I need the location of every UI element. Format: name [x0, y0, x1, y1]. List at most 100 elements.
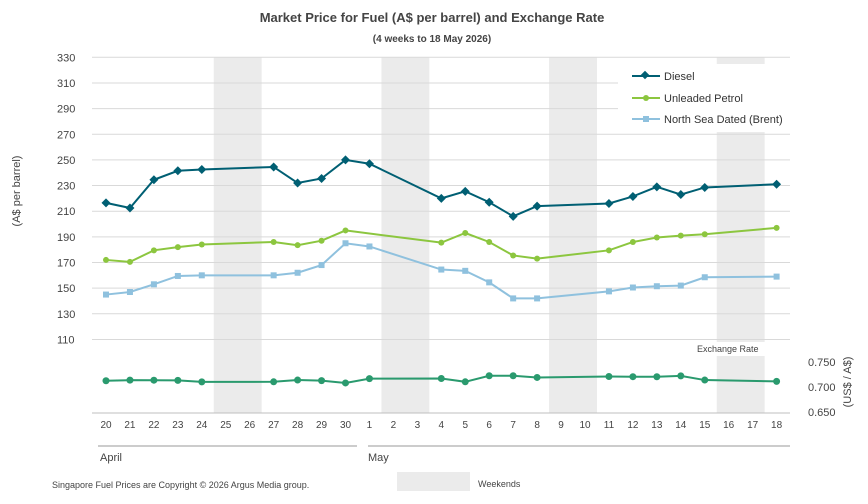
point-petrol-0 — [103, 256, 109, 263]
point-petrol-13 — [534, 255, 541, 262]
point-diesel-12 — [484, 197, 494, 207]
point-diesel-8 — [341, 155, 350, 165]
series-layer — [101, 155, 782, 387]
chart-subtitle: (4 weeks to 18 May 2026) — [373, 34, 491, 45]
x-tick-17: 17 — [747, 420, 759, 431]
point-exchange-14 — [533, 373, 541, 381]
legend-label-diesel: Diesel — [664, 71, 695, 83]
point-brent-16 — [629, 284, 636, 291]
x-tick-14: 14 — [675, 420, 687, 431]
point-exchange-12 — [485, 372, 493, 380]
point-exchange-19 — [701, 376, 709, 384]
point-exchange-5 — [270, 378, 278, 386]
month-label-april: April — [100, 452, 122, 464]
point-exchange-13 — [509, 372, 517, 380]
point-brent-15 — [605, 288, 612, 295]
point-brent-7 — [318, 262, 325, 269]
y-tick-250: 250 — [57, 155, 75, 167]
point-exchange-17 — [653, 373, 661, 381]
point-diesel-3 — [173, 166, 183, 176]
x-tick-16: 16 — [723, 420, 735, 431]
y2-tick-0.700: 0.700 — [808, 382, 836, 394]
point-diesel-18 — [676, 190, 686, 200]
y2-ticks: 0.750 0.700 0.650 — [808, 357, 836, 419]
point-exchange-0 — [102, 377, 110, 385]
point-diesel-13 — [508, 211, 518, 221]
y2-tick-0.750: 0.750 — [808, 357, 836, 369]
x-tick-10: 10 — [579, 420, 591, 431]
point-diesel-11 — [460, 186, 470, 196]
point-diesel-19 — [700, 182, 710, 192]
y-tick-230: 230 — [57, 181, 75, 193]
point-petrol-16 — [653, 234, 660, 241]
point-diesel-6 — [293, 178, 303, 188]
y-tick-150: 150 — [57, 283, 75, 295]
x-tick-26: 26 — [244, 420, 256, 431]
legend-item-brent: North Sea Dated (Brent) — [632, 114, 783, 126]
y-tick-190: 190 — [57, 232, 75, 244]
y-tick-130: 130 — [57, 309, 75, 321]
point-brent-3 — [174, 272, 181, 279]
weekend-band-2 — [549, 57, 597, 413]
point-diesel-17 — [652, 182, 662, 192]
month-label-may: May — [368, 452, 389, 464]
series-line-diesel — [105, 158, 777, 218]
point-brent-6 — [294, 269, 301, 276]
x-tick-27: 27 — [268, 420, 280, 431]
point-petrol-15 — [629, 238, 636, 245]
point-petrol-3 — [174, 244, 181, 251]
point-exchange-20 — [773, 377, 781, 385]
point-brent-17 — [653, 283, 660, 290]
point-brent-5 — [270, 272, 277, 279]
point-petrol-10 — [462, 230, 469, 237]
point-brent-20 — [773, 273, 780, 280]
point-exchange-7 — [318, 377, 326, 385]
x-ticks: 20 21 22 23 24 25 26 27 28 29 30 1 2 3 4 5 6 7 8 9 10 11 12 13 1… — [100, 420, 782, 431]
point-petrol-14 — [605, 247, 612, 254]
x-tick-15: 15 — [699, 420, 711, 431]
x-tick-21: 21 — [124, 420, 136, 431]
point-diesel-10 — [436, 193, 446, 203]
point-petrol-9 — [438, 239, 445, 246]
point-diesel-14 — [532, 201, 542, 211]
x-tick-22: 22 — [148, 420, 160, 431]
x-tick-11: 11 — [604, 420, 615, 431]
copyright-note: Singapore Fuel Prices are Copyright © 20… — [52, 480, 309, 490]
point-exchange-16 — [629, 373, 637, 381]
point-exchange-8 — [342, 379, 349, 387]
point-petrol-4 — [198, 241, 205, 248]
point-brent-19 — [701, 274, 708, 281]
x-tick-18: 18 — [771, 420, 783, 431]
series-line-petrol — [105, 226, 777, 263]
point-exchange-6 — [294, 376, 302, 384]
x-tick-24: 24 — [196, 420, 208, 431]
point-diesel-7 — [317, 173, 327, 183]
point-brent-8 — [342, 240, 349, 247]
y-tick-330: 330 — [57, 52, 75, 64]
point-exchange-9 — [365, 375, 373, 383]
weekend-band-0 — [213, 57, 262, 413]
point-brent-9 — [366, 243, 373, 250]
point-exchange-1 — [126, 376, 134, 384]
point-diesel-2 — [149, 175, 159, 185]
point-brent-14 — [534, 295, 541, 302]
x-tick-30: 30 — [340, 420, 352, 431]
x-tick-3: 3 — [415, 420, 421, 431]
exchange-rate-label: Exchange Rate — [697, 344, 759, 354]
y-ticks: 110 130 150 170 190 210 230 250 270 290 310 330 — [57, 52, 75, 346]
point-brent-13 — [510, 295, 517, 302]
x-tick-6: 6 — [486, 420, 492, 431]
point-diesel-16 — [628, 191, 638, 201]
point-brent-1 — [126, 288, 133, 295]
point-brent-12 — [486, 279, 493, 286]
x-tick-9: 9 — [558, 420, 564, 431]
y-tick-170: 170 — [57, 258, 75, 270]
x-tick-29: 29 — [316, 420, 328, 431]
point-diesel-5 — [269, 162, 279, 172]
point-brent-2 — [150, 281, 157, 288]
y-tick-310: 310 — [57, 78, 75, 90]
point-diesel-9 — [364, 159, 374, 169]
x-tick-7: 7 — [510, 420, 516, 431]
weekends-legend-swatch — [397, 472, 470, 491]
